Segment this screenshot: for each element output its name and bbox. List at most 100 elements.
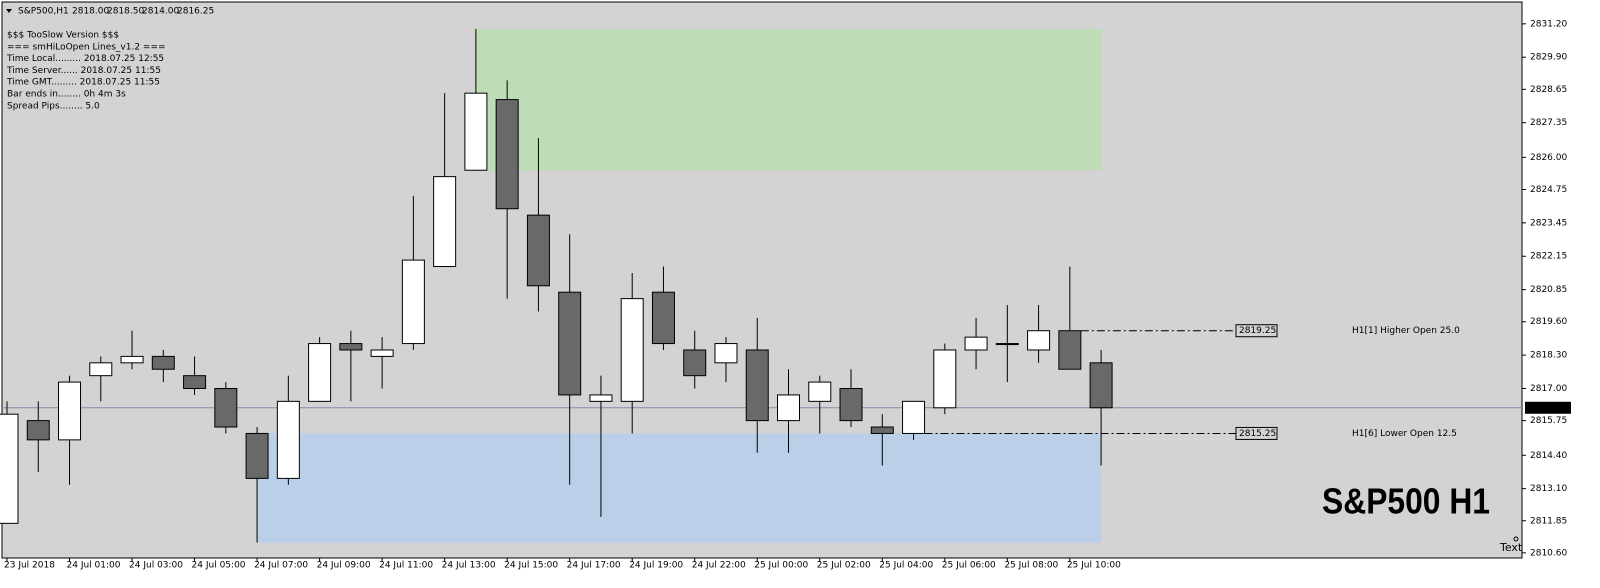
x-tick-label: 24 Jul 22:00 xyxy=(692,561,746,571)
current-price-label: 2816.25 xyxy=(1530,403,1567,413)
candle-body xyxy=(777,394,800,422)
candle-body xyxy=(339,343,363,351)
candle-body xyxy=(464,92,488,171)
info-line: === smHiLoOpen Lines_v1.2 === xyxy=(7,42,166,52)
x-tick-label: 25 Jul 02:00 xyxy=(817,561,871,571)
title-value: 2814.00 xyxy=(142,7,179,17)
x-tick-label: 24 Jul 09:00 xyxy=(317,561,371,571)
y-tick-label: 2814.40 xyxy=(1530,451,1567,461)
level-text: H1[1] Higher Open 25.0 xyxy=(1352,326,1460,336)
x-tick-label: 23 Jul 2018 xyxy=(4,561,55,571)
y-tick-label: 2822.15 xyxy=(1530,252,1567,262)
x-tick-label: 25 Jul 04:00 xyxy=(879,561,933,571)
y-tick-label: 2831.20 xyxy=(1530,19,1567,29)
candle-body xyxy=(870,426,894,434)
y-tick-label: 2829.90 xyxy=(1530,53,1567,63)
title-value: 2818.00 xyxy=(72,7,109,17)
candle-body xyxy=(839,388,863,422)
y-tick-label: 2828.65 xyxy=(1530,85,1567,95)
watermark: S&P500 H1 xyxy=(1322,481,1490,522)
level-box xyxy=(1235,324,1278,338)
y-tick-label: 2820.85 xyxy=(1530,285,1567,295)
candle-body xyxy=(995,343,1019,346)
candle-body xyxy=(120,355,144,364)
info-line: Time Server...... 2018.07.25 11:55 xyxy=(6,66,161,76)
title-value: 2818.50 xyxy=(107,7,144,17)
x-tick-label: 24 Jul 17:00 xyxy=(567,561,621,571)
candle-body xyxy=(683,349,707,377)
x-tick-label: 25 Jul 10:00 xyxy=(1067,561,1121,571)
zone xyxy=(257,433,1102,543)
corner-label: Text xyxy=(1499,541,1523,554)
candle-body xyxy=(214,388,238,428)
x-tick-label: 24 Jul 11:00 xyxy=(379,561,433,571)
y-tick-label: 2826.00 xyxy=(1530,153,1567,163)
candle-body xyxy=(26,420,50,441)
candle-body xyxy=(589,394,613,402)
candle-body xyxy=(933,349,957,409)
x-tick-label: 25 Jul 00:00 xyxy=(754,561,808,571)
zones xyxy=(257,28,1102,543)
y-tick-label: 2817.00 xyxy=(1530,384,1567,394)
candle-body xyxy=(401,259,425,345)
info-line: Time Local......... 2018.07.25 12:55 xyxy=(6,54,164,64)
x-tick-label: 24 Jul 01:00 xyxy=(67,561,121,571)
candle-body xyxy=(1027,330,1051,351)
candle-body xyxy=(964,336,988,351)
candle-body xyxy=(276,400,300,479)
x-tick-label: 24 Jul 15:00 xyxy=(504,561,558,571)
x-tick-label: 25 Jul 08:00 xyxy=(1004,561,1058,571)
x-tick-label: 24 Jul 19:00 xyxy=(629,561,683,571)
info-line: Time GMT......... 2018.07.25 11:55 xyxy=(6,78,160,88)
level-text: H1[6] Lower Open 12.5 xyxy=(1352,429,1457,439)
y-tick-label: 2824.75 xyxy=(1530,185,1567,195)
candle-body xyxy=(902,400,926,434)
x-tick-label: 24 Jul 07:00 xyxy=(254,561,308,571)
x-tick-label: 24 Jul 13:00 xyxy=(442,561,496,571)
candle-body xyxy=(433,176,457,268)
candle-body xyxy=(151,355,175,370)
level-price-label: 2819.25 xyxy=(1239,326,1276,336)
candle-body xyxy=(58,381,82,441)
candle-body xyxy=(183,375,207,390)
current-price-box xyxy=(1525,401,1571,414)
level-box xyxy=(1235,426,1278,440)
y-tick-label: 2823.45 xyxy=(1530,218,1567,228)
x-tick-label: 24 Jul 03:00 xyxy=(129,561,183,571)
candle-body xyxy=(308,343,332,402)
menu-triangle[interactable] xyxy=(6,9,12,13)
candle-body xyxy=(651,291,675,345)
info-line: Spread Pips........ 5.0 xyxy=(7,101,100,111)
zone xyxy=(475,28,1102,171)
candle-body xyxy=(0,413,19,524)
chart-title: S&P500,H1 xyxy=(18,7,69,17)
candle-body xyxy=(558,291,582,396)
x-tick-label: 24 Jul 05:00 xyxy=(192,561,246,571)
candle-body xyxy=(745,349,769,422)
candle-body xyxy=(495,99,519,210)
x-tick-label: 25 Jul 06:00 xyxy=(942,561,996,571)
y-tick-label: 2818.30 xyxy=(1530,351,1567,361)
y-tick-label: 2827.35 xyxy=(1530,118,1567,128)
candle-body xyxy=(245,432,269,479)
candle-body xyxy=(1058,330,1082,370)
y-tick-label: 2813.10 xyxy=(1530,484,1567,494)
info-line: $$$ TooSlow Version $$$ xyxy=(7,31,119,41)
level-price-label: 2815.25 xyxy=(1239,429,1276,439)
title-value: 2816.25 xyxy=(177,7,214,17)
candle-body xyxy=(1089,362,1113,409)
corner-icon xyxy=(1513,536,1519,542)
y-tick-label: 2815.75 xyxy=(1530,416,1567,426)
info-line: Bar ends in........ 0h 4m 3s xyxy=(7,90,126,100)
y-tick-label: 2819.60 xyxy=(1530,317,1567,327)
candle-body xyxy=(808,381,832,402)
y-tick-label: 2811.85 xyxy=(1530,516,1567,526)
candle-body xyxy=(89,362,113,377)
candle-body xyxy=(620,298,644,402)
y-tick-label: 2810.60 xyxy=(1530,548,1567,558)
candle-body xyxy=(714,343,738,364)
candle-body xyxy=(526,214,550,287)
